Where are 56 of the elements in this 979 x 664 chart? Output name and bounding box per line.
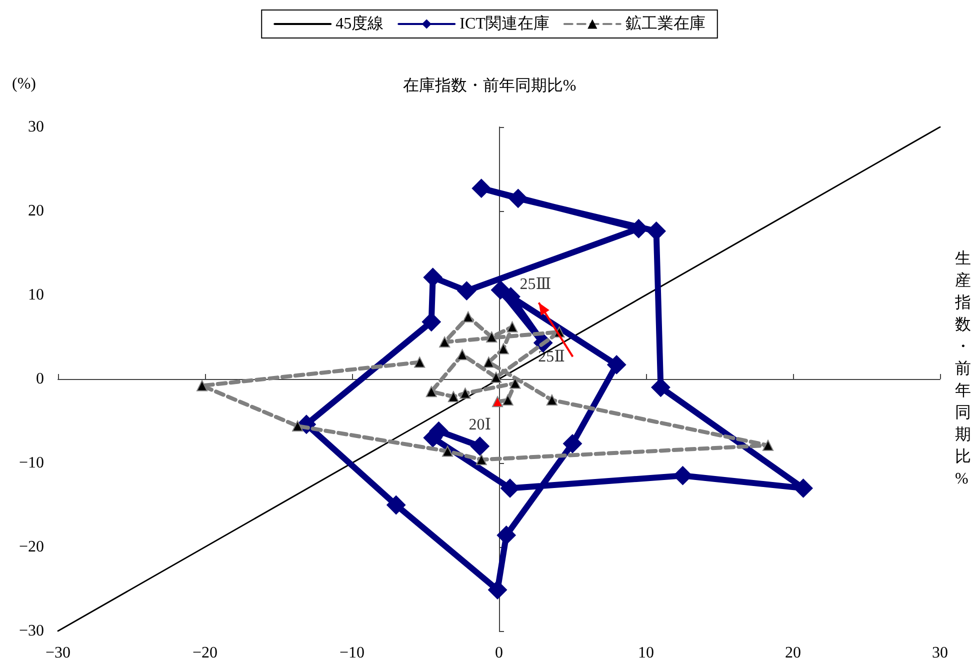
point bbox=[508, 188, 528, 208]
x-tick-label: 10 bbox=[638, 644, 654, 662]
legend-label: 45度線 bbox=[336, 14, 384, 32]
point bbox=[492, 396, 504, 408]
legend-label: ICT関連在庫 bbox=[460, 14, 550, 32]
point bbox=[673, 466, 692, 486]
point bbox=[292, 420, 304, 432]
point bbox=[386, 496, 406, 514]
y-tick-label: 0 bbox=[36, 370, 44, 388]
x-tick-label: −10 bbox=[339, 644, 365, 662]
point bbox=[488, 580, 508, 600]
x-tick-label: 20 bbox=[785, 644, 801, 662]
point bbox=[510, 378, 521, 389]
point bbox=[563, 434, 582, 454]
point bbox=[762, 440, 774, 451]
point bbox=[498, 343, 509, 354]
point bbox=[546, 394, 558, 406]
point bbox=[476, 454, 487, 466]
text: (%) bbox=[12, 76, 36, 92]
point bbox=[460, 388, 471, 399]
y-tick-label: −20 bbox=[18, 538, 44, 556]
point bbox=[483, 356, 494, 368]
point bbox=[490, 372, 502, 383]
annotation: 20Ⅰ bbox=[468, 416, 492, 434]
point bbox=[462, 311, 474, 322]
annotation: 25Ⅲ bbox=[520, 276, 552, 294]
point bbox=[607, 355, 626, 374]
x-tick-label: 0 bbox=[495, 644, 503, 662]
point bbox=[490, 280, 510, 300]
point bbox=[457, 281, 476, 300]
point bbox=[448, 391, 459, 402]
point bbox=[470, 436, 490, 456]
y-axis-title: 在庫指数・前年同期比% bbox=[402, 76, 576, 94]
point bbox=[472, 178, 491, 198]
point bbox=[456, 349, 468, 360]
annotation: 25Ⅱ bbox=[538, 348, 565, 366]
y-tick-label: −30 bbox=[18, 622, 44, 640]
x-tick-label: −20 bbox=[192, 644, 218, 662]
point bbox=[414, 356, 426, 368]
point bbox=[426, 386, 437, 398]
point bbox=[196, 380, 208, 392]
y-tick-label: −10 bbox=[18, 454, 44, 472]
point bbox=[496, 526, 516, 545]
point bbox=[439, 336, 450, 348]
point bbox=[442, 446, 454, 457]
point bbox=[794, 478, 813, 498]
y-tick-label: 20 bbox=[28, 202, 44, 220]
y-tick-label: 30 bbox=[28, 118, 44, 136]
text: 生産指数・前年同期比% bbox=[955, 250, 971, 488]
legend-label: 鉱工業在庫 bbox=[625, 14, 706, 32]
point bbox=[502, 394, 514, 406]
y-tick-label: 10 bbox=[28, 286, 44, 304]
x-tick-label: 30 bbox=[932, 644, 948, 662]
point bbox=[506, 321, 518, 332]
x-tick-label: −30 bbox=[45, 644, 71, 662]
point bbox=[486, 332, 498, 342]
